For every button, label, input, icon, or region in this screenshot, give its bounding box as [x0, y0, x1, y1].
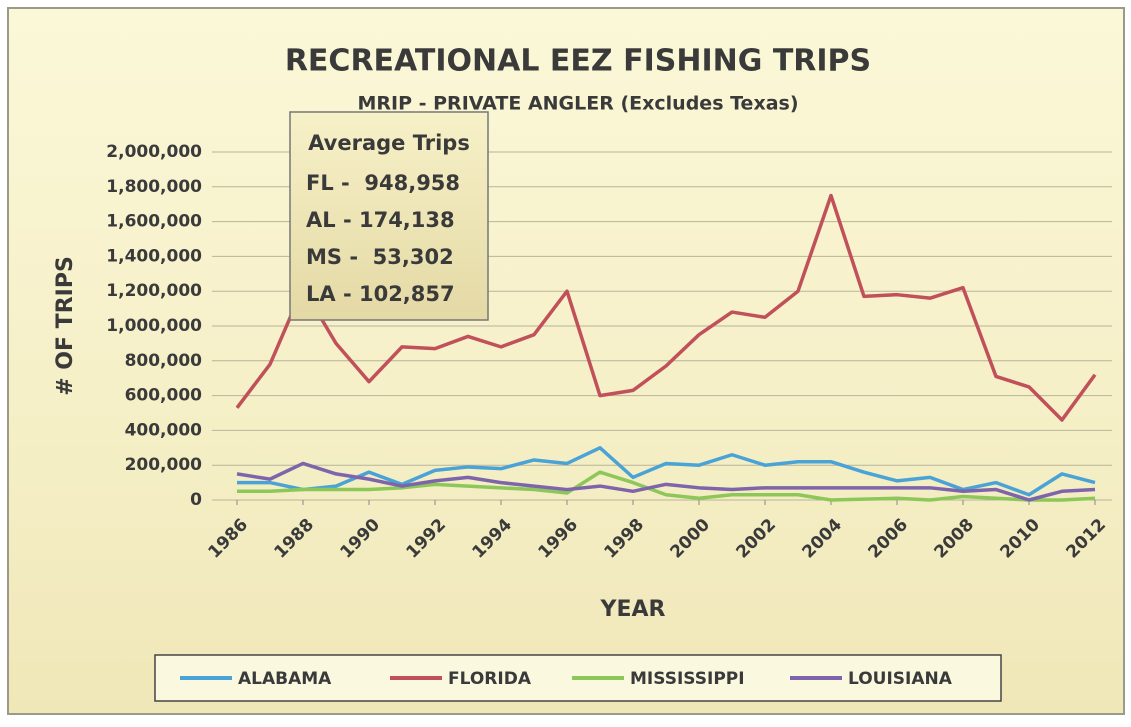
y-tick-label: 1,800,000 — [106, 177, 202, 197]
y-tick-label: 600,000 — [125, 386, 203, 406]
annotation-line: LA - 102,857 — [306, 282, 455, 306]
chart-title: RECREATIONAL EEZ FISHING TRIPS — [285, 44, 871, 79]
y-tick-label: 1,000,000 — [106, 316, 202, 336]
annotation-line: FL - 948,958 — [306, 171, 460, 195]
y-axis-label: # OF TRIPS — [53, 256, 78, 396]
y-tick-label: 0 — [190, 490, 202, 510]
chart-subtitle: MRIP - PRIVATE ANGLER (Excludes Texas) — [357, 93, 798, 115]
annotation-line: AL - 174,138 — [306, 208, 455, 232]
y-tick-label: 400,000 — [125, 420, 203, 440]
series-line — [235, 193, 1097, 422]
y-tick-label: 2,000,000 — [106, 142, 202, 162]
series-line — [236, 461, 1096, 502]
annotation-title: Average Trips — [308, 131, 470, 155]
legend-label: LOUISIANA — [848, 669, 953, 689]
legend-label: ALABAMA — [238, 669, 332, 689]
series-line — [237, 470, 1096, 502]
x-axis-label: YEAR — [600, 597, 666, 622]
y-tick-label: 1,200,000 — [106, 281, 202, 301]
y-tick-label: 200,000 — [125, 455, 203, 475]
y-tick-label: 1,400,000 — [106, 246, 202, 266]
annotation-line: MS - 53,302 — [306, 245, 454, 269]
series-line — [237, 446, 1096, 497]
legend-label: MISSISSIPPI — [630, 669, 745, 689]
annotation-box — [289, 111, 489, 321]
legend-label: FLORIDA — [448, 669, 532, 689]
y-tick-label: 800,000 — [125, 351, 203, 371]
y-tick-label: 1,600,000 — [106, 212, 202, 232]
